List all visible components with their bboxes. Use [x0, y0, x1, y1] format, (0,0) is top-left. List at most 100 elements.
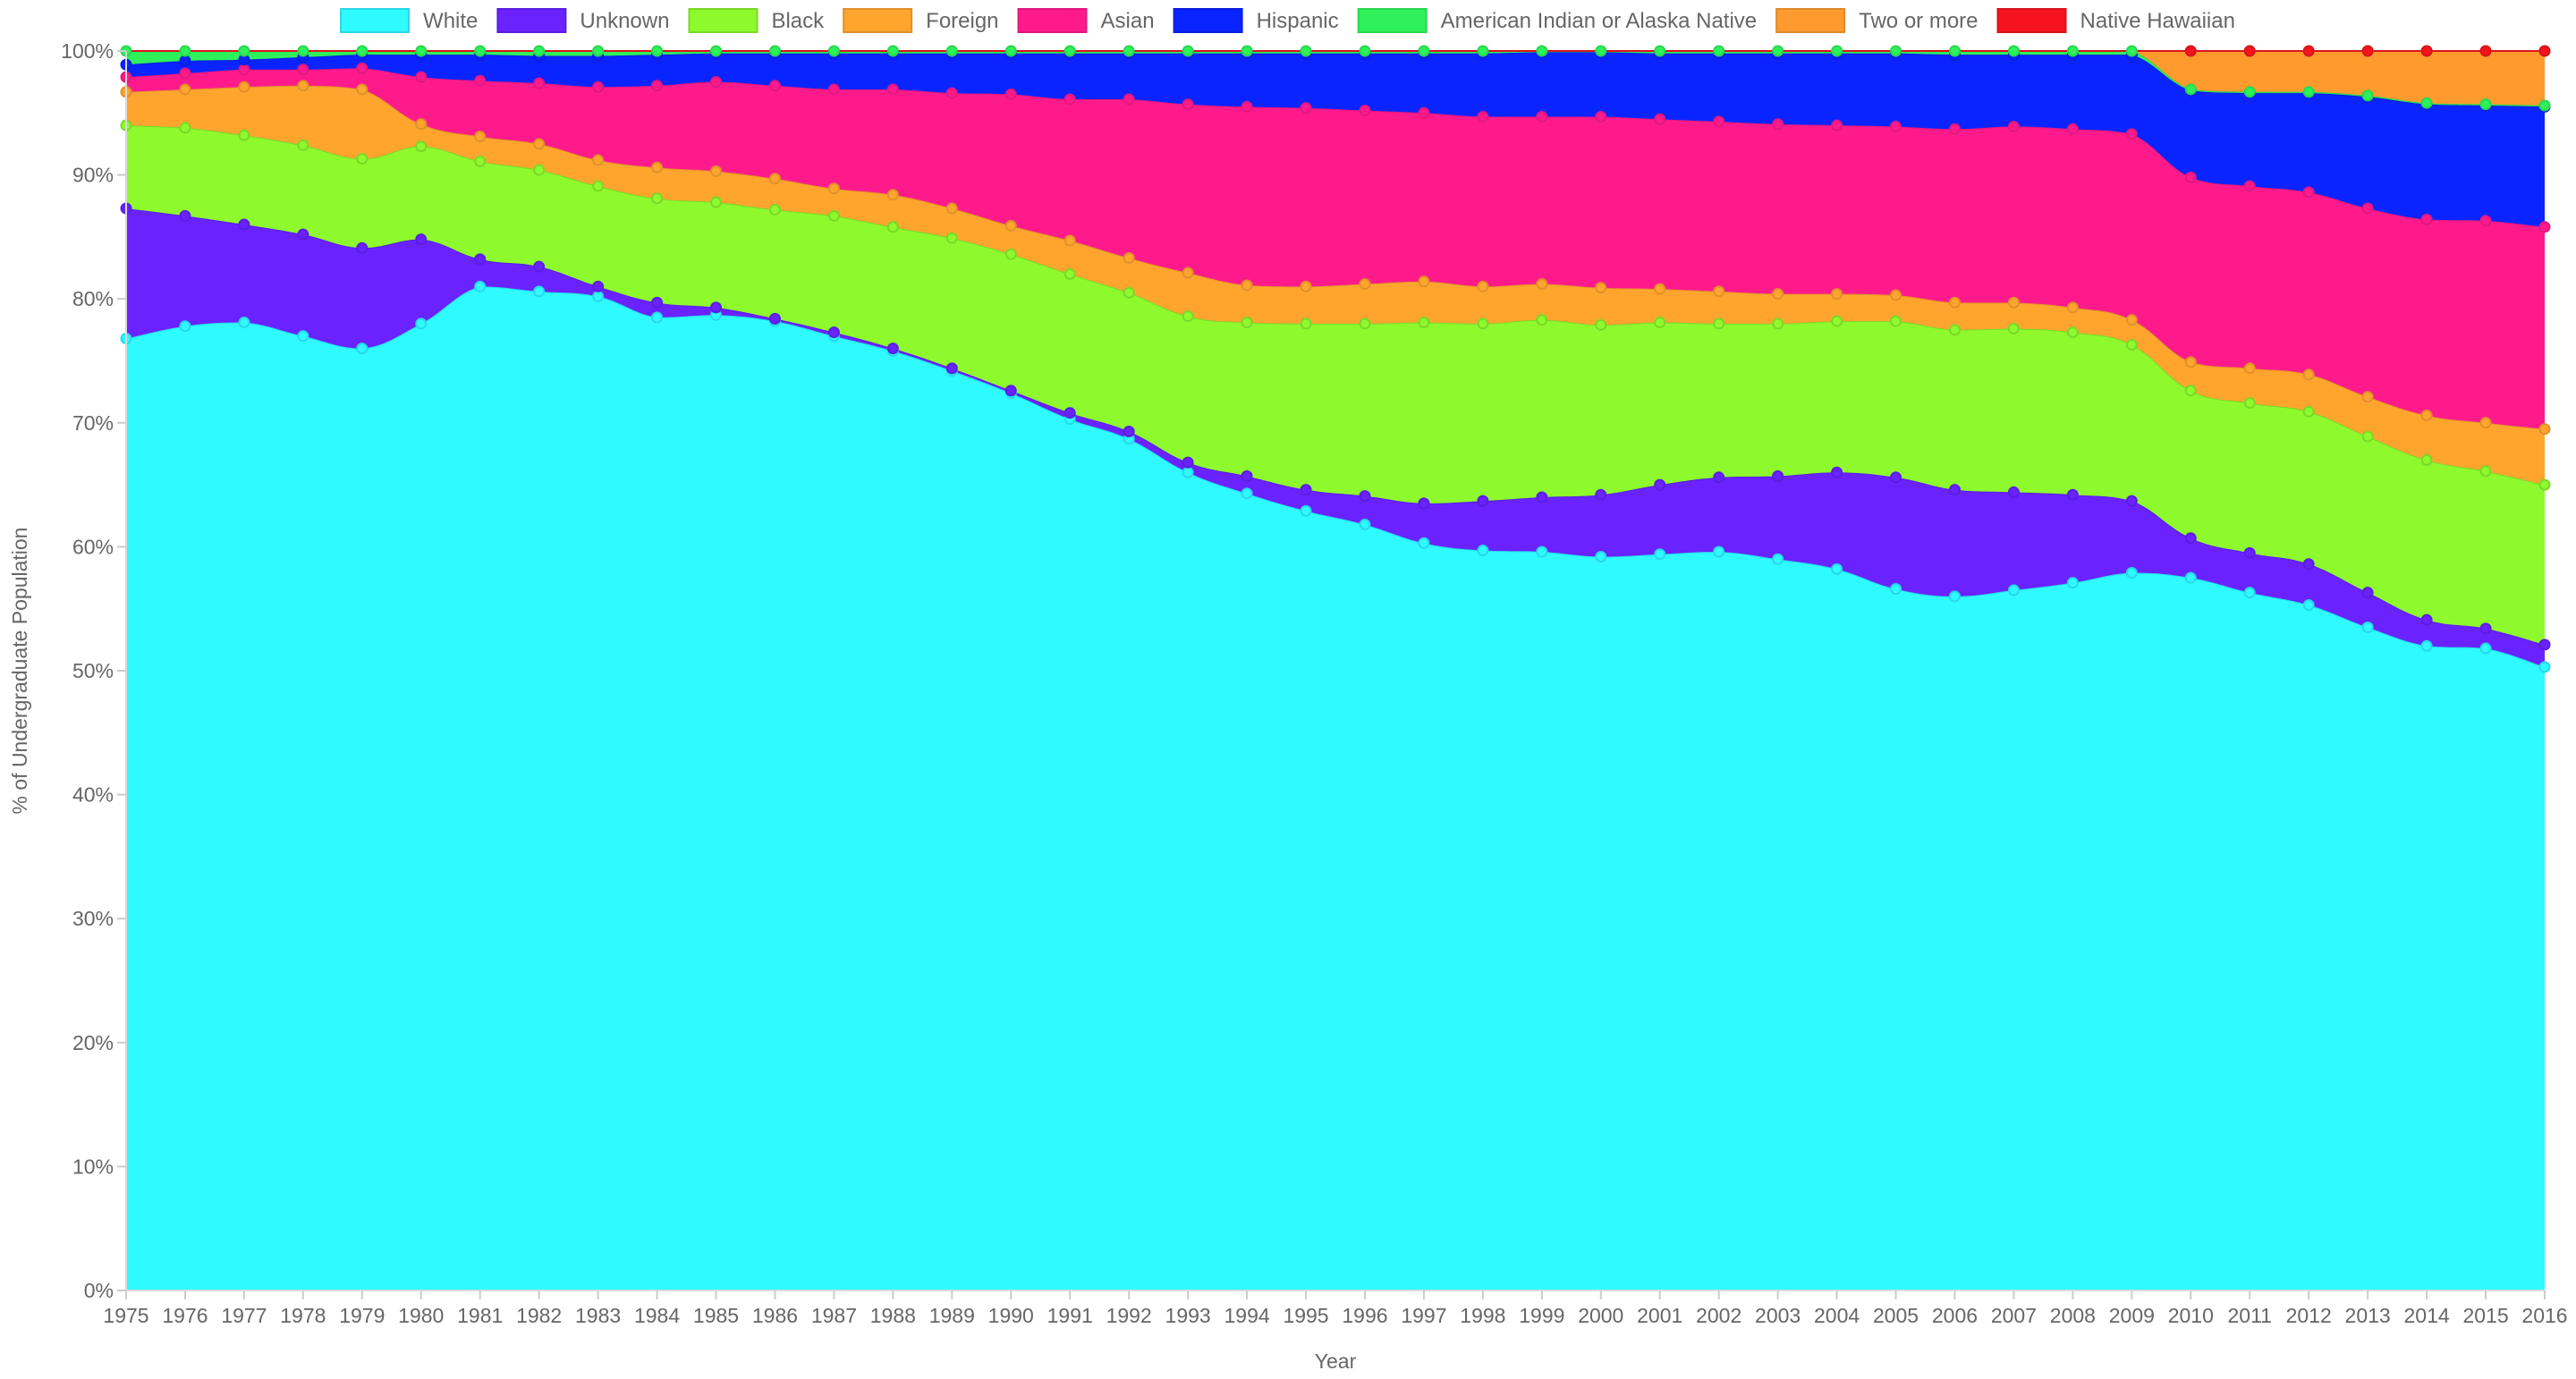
point-asian-2001[interactable] — [1654, 113, 1666, 125]
point-american-indian-or-alaska-native-1983[interactable] — [592, 45, 605, 57]
point-black-2013[interactable] — [2361, 430, 2374, 443]
point-foreign-2002[interactable] — [1713, 285, 1725, 298]
point-native-hawaiian-2014[interactable] — [2420, 45, 2433, 57]
point-asian-2014[interactable] — [2420, 213, 2433, 225]
point-white-1993[interactable] — [1182, 466, 1194, 478]
point-black-2008[interactable] — [2066, 326, 2079, 339]
point-american-indian-or-alaska-native-2009[interactable] — [2125, 45, 2138, 57]
point-black-1981[interactable] — [474, 155, 487, 167]
point-black-1986[interactable] — [768, 203, 781, 216]
point-foreign-1994[interactable] — [1241, 279, 1253, 292]
point-foreign-2016[interactable] — [2538, 423, 2551, 436]
point-unknown-2014[interactable] — [2420, 613, 2433, 626]
point-black-1996[interactable] — [1359, 317, 1371, 330]
point-american-indian-or-alaska-native-2010[interactable] — [2184, 83, 2197, 96]
point-asian-2003[interactable] — [1772, 118, 1784, 131]
point-white-2011[interactable] — [2243, 587, 2256, 599]
point-american-indian-or-alaska-native-1990[interactable] — [1004, 45, 1017, 57]
point-black-1977[interactable] — [238, 129, 250, 141]
point-black-1987[interactable] — [827, 209, 840, 222]
point-american-indian-or-alaska-native-1988[interactable] — [886, 45, 899, 57]
point-american-indian-or-alaska-native-2001[interactable] — [1654, 45, 1666, 57]
point-white-2001[interactable] — [1654, 548, 1666, 561]
legend-item-two-or-more[interactable]: Two or more — [1775, 8, 1979, 33]
point-black-1983[interactable] — [592, 180, 605, 192]
point-black-1999[interactable] — [1536, 314, 1548, 326]
point-black-2011[interactable] — [2243, 397, 2256, 410]
legend-item-hispanic[interactable]: Hispanic — [1173, 8, 1339, 33]
point-american-indian-or-alaska-native-2013[interactable] — [2361, 89, 2374, 102]
point-american-indian-or-alaska-native-2008[interactable] — [2066, 45, 2079, 57]
point-black-1976[interactable] — [179, 122, 191, 134]
point-american-indian-or-alaska-native-1995[interactable] — [1300, 45, 1312, 57]
point-unknown-1991[interactable] — [1063, 407, 1076, 419]
point-foreign-1989[interactable] — [945, 202, 958, 215]
point-white-2004[interactable] — [1831, 563, 1843, 575]
point-white-2013[interactable] — [2361, 621, 2374, 633]
point-black-2007[interactable] — [2007, 322, 2020, 334]
point-native-hawaiian-2011[interactable] — [2243, 45, 2256, 57]
point-black-2006[interactable] — [1948, 324, 1961, 336]
point-black-1978[interactable] — [297, 139, 309, 151]
point-foreign-1983[interactable] — [592, 154, 605, 166]
point-asian-2007[interactable] — [2007, 121, 2020, 133]
point-black-2004[interactable] — [1831, 315, 1843, 327]
point-foreign-1993[interactable] — [1182, 266, 1194, 279]
point-american-indian-or-alaska-native-1987[interactable] — [827, 45, 840, 57]
point-american-indian-or-alaska-native-1980[interactable] — [415, 45, 428, 57]
point-black-1982[interactable] — [533, 164, 546, 176]
point-black-2012[interactable] — [2302, 405, 2315, 418]
point-american-indian-or-alaska-native-1979[interactable] — [356, 45, 369, 57]
point-unknown-2000[interactable] — [1595, 488, 1607, 501]
point-foreign-1984[interactable] — [651, 161, 664, 173]
point-black-1989[interactable] — [945, 232, 958, 244]
point-asian-2002[interactable] — [1713, 115, 1725, 128]
point-asian-1988[interactable] — [886, 83, 899, 96]
point-foreign-2000[interactable] — [1595, 282, 1607, 294]
point-unknown-1978[interactable] — [297, 228, 309, 241]
point-white-1977[interactable] — [238, 317, 250, 329]
point-american-indian-or-alaska-native-2012[interactable] — [2302, 86, 2315, 98]
point-foreign-1990[interactable] — [1004, 219, 1017, 232]
legend-item-asian[interactable]: Asian — [1017, 8, 1155, 33]
point-american-indian-or-alaska-native-2002[interactable] — [1713, 45, 1725, 57]
point-asian-1987[interactable] — [827, 83, 840, 96]
point-white-1997[interactable] — [1418, 537, 1430, 549]
point-white-1982[interactable] — [533, 285, 546, 298]
point-foreign-1998[interactable] — [1477, 280, 1489, 292]
point-foreign-1991[interactable] — [1063, 234, 1076, 247]
point-foreign-1981[interactable] — [474, 131, 487, 143]
point-asian-2004[interactable] — [1831, 119, 1843, 131]
point-american-indian-or-alaska-native-2007[interactable] — [2007, 45, 2020, 57]
point-white-1996[interactable] — [1359, 518, 1371, 530]
point-asian-1992[interactable] — [1123, 93, 1135, 106]
point-black-1980[interactable] — [415, 140, 428, 153]
point-black-1991[interactable] — [1063, 267, 1076, 280]
point-white-2000[interactable] — [1595, 550, 1607, 563]
point-asian-2013[interactable] — [2361, 202, 2374, 215]
point-black-2003[interactable] — [1772, 317, 1784, 330]
point-american-indian-or-alaska-native-1991[interactable] — [1063, 45, 1076, 57]
point-asian-2005[interactable] — [1890, 121, 1902, 133]
point-unknown-1992[interactable] — [1123, 426, 1135, 438]
point-native-hawaiian-2013[interactable] — [2361, 45, 2374, 57]
point-unknown-2008[interactable] — [2066, 488, 2079, 501]
point-black-2000[interactable] — [1595, 318, 1607, 331]
point-asian-2000[interactable] — [1595, 110, 1607, 123]
point-american-indian-or-alaska-native-1996[interactable] — [1359, 45, 1371, 57]
point-white-2002[interactable] — [1713, 546, 1725, 558]
point-unknown-1979[interactable] — [356, 241, 369, 254]
point-unknown-2010[interactable] — [2184, 532, 2197, 545]
point-foreign-1985[interactable] — [710, 165, 723, 177]
point-white-1984[interactable] — [651, 311, 664, 324]
point-white-1979[interactable] — [356, 343, 369, 355]
point-black-2010[interactable] — [2184, 385, 2197, 397]
point-american-indian-or-alaska-native-2003[interactable] — [1772, 45, 1784, 57]
point-asian-1979[interactable] — [356, 62, 369, 74]
point-unknown-2016[interactable] — [2538, 639, 2551, 651]
point-foreign-1982[interactable] — [533, 138, 546, 150]
point-foreign-1979[interactable] — [356, 83, 369, 96]
point-white-1980[interactable] — [415, 317, 428, 330]
point-asian-1999[interactable] — [1536, 110, 1548, 123]
point-white-1978[interactable] — [297, 330, 309, 343]
